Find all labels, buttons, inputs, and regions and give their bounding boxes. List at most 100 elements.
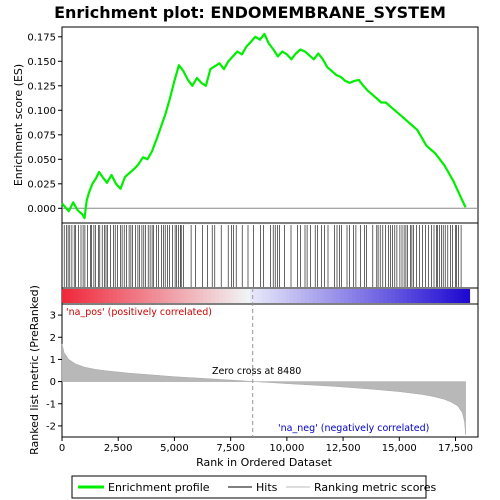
rank-color-segment	[140, 289, 145, 303]
rank-color-segment	[450, 289, 455, 303]
rank-color-segment	[363, 289, 369, 303]
rank-color-segment	[422, 289, 427, 303]
rank-color-segment	[89, 289, 94, 303]
rank-color-segment	[446, 289, 451, 303]
rank-color-segment	[167, 289, 173, 303]
rank-color-segment	[277, 289, 282, 303]
rank-color-segment	[132, 289, 137, 303]
rank-color-segment	[281, 289, 286, 303]
rank-color-segment	[289, 289, 294, 303]
metric-y-tick-label: 1	[50, 355, 56, 366]
es-panel	[61, 26, 479, 224]
rank-color-segment	[148, 289, 153, 303]
rank-color-segment	[69, 289, 75, 303]
rank-color-segment	[62, 289, 67, 303]
rank-color-segment	[191, 289, 196, 303]
rank-color-segment	[171, 289, 177, 303]
rank-color-segment	[457, 289, 463, 303]
axis-layer: 0 2,500 5,000 7,500 10,000 12,500 15,000 17,500…	[27, 32, 473, 454]
es-y-tick-label: 0.000	[27, 204, 56, 215]
rank-color-segment	[367, 289, 373, 303]
rank-color-segment	[375, 289, 380, 303]
rank-color-segment	[371, 289, 377, 303]
rank-color-segment	[379, 289, 384, 303]
rank-color-segment	[391, 289, 396, 303]
rank-color-segment	[293, 289, 298, 303]
es-y-tick-label: 0.175	[27, 32, 56, 43]
rank-color-segment	[340, 289, 345, 303]
rank-color-segment	[265, 289, 271, 303]
rank-color-segment	[97, 289, 102, 303]
rank-color-segment	[160, 289, 165, 303]
rank-color-segment	[316, 289, 322, 303]
rank-color-segment	[124, 289, 130, 303]
es-y-tick-label: 0.100	[27, 106, 56, 117]
rank-color-segment	[324, 289, 330, 303]
x-tick-label: 2,500	[104, 443, 133, 454]
rank-color-segment	[210, 289, 216, 303]
metric-y-tick-label: -1	[46, 399, 56, 410]
rank-color-segment	[234, 289, 239, 303]
rank-color-segment	[81, 289, 87, 303]
rank-color-segment	[207, 289, 212, 303]
x-tick-label: 17,500	[438, 443, 473, 454]
es-y-tick-label: 0.150	[27, 57, 56, 68]
metric-y-tick-label: 3	[50, 311, 56, 322]
zero-cross-label: Zero cross at 8480	[212, 366, 301, 377]
es-y-tick-label: 0.025	[27, 179, 56, 190]
rank-color-segment	[359, 289, 365, 303]
x-tick-label: 5,000	[160, 443, 189, 454]
rank-color-segment	[297, 289, 302, 303]
metric-y-axis-label: Ranked list metric (PreRanked)	[28, 285, 41, 455]
rank-color-segment	[136, 289, 141, 303]
rank-color-segment	[214, 289, 220, 303]
x-tick-label: 7,500	[216, 443, 245, 454]
x-tick-label: 10,000	[269, 443, 304, 454]
rank-color-segment	[261, 289, 267, 303]
rank-color-segment	[438, 289, 443, 303]
legend-label-metric: Ranking metric scores	[314, 481, 436, 494]
rank-color-segment	[77, 289, 83, 303]
rank-color-segment	[273, 289, 279, 303]
rank-color-segment	[344, 289, 349, 303]
rank-color-segment	[383, 289, 388, 303]
rank-color-segment	[305, 289, 310, 303]
rank-color-segment	[465, 289, 471, 303]
rank-color-segment	[152, 289, 157, 303]
rank-color-segment	[410, 289, 416, 303]
rank-color-segment	[254, 289, 259, 303]
rank-color-segment	[242, 289, 247, 303]
rank-color-segment	[222, 289, 228, 303]
x-tick-label: 15,000	[382, 443, 417, 454]
rank-color-segment	[257, 289, 263, 303]
rank-color-segment	[355, 289, 361, 303]
pos-label: 'na_pos' (positively correlated)	[66, 307, 212, 318]
rank-color-segment	[183, 289, 188, 303]
rank-color-segment	[109, 289, 114, 303]
rank-color-segment	[312, 289, 318, 303]
metric-layer	[61, 288, 466, 437]
rank-color-segment	[120, 289, 126, 303]
rank-color-segment	[352, 289, 357, 303]
rank-color-segment	[426, 289, 431, 303]
rank-color-segment	[269, 289, 275, 303]
rank-color-segment	[187, 289, 192, 303]
rank-color-segment	[406, 289, 412, 303]
rank-color-segment	[65, 289, 71, 303]
rank-color-segment	[301, 289, 306, 303]
rank-color-segment	[230, 289, 235, 303]
rank-color-segment	[73, 289, 79, 303]
rank-color-segment	[105, 289, 110, 303]
x-tick-label: 0	[59, 443, 65, 454]
rank-color-segment	[434, 289, 439, 303]
rank-color-segment	[387, 289, 392, 303]
rank-color-segment	[328, 289, 333, 303]
metric-y-tick-label: 2	[50, 333, 56, 344]
rank-color-segment	[348, 289, 353, 303]
es-layer	[61, 32, 478, 220]
rank-color-segment	[442, 289, 447, 303]
rank-color-segment	[218, 289, 224, 303]
rank-color-segment	[418, 289, 424, 303]
rank-color-segment	[395, 289, 400, 303]
x-tick-label: 12,500	[326, 443, 361, 454]
